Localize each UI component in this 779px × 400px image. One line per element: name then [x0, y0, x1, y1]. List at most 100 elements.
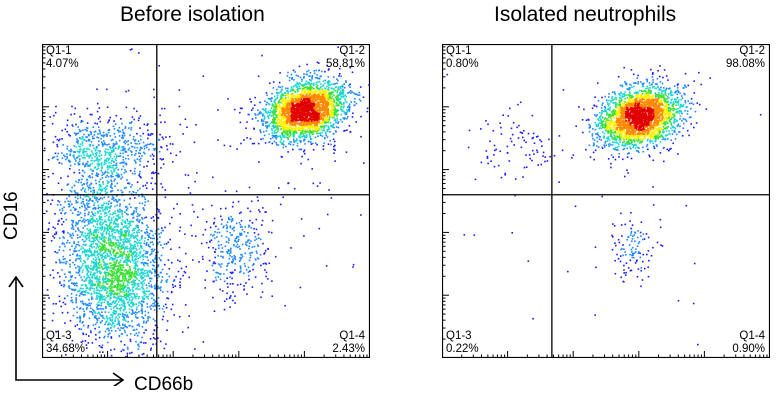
event-dot	[117, 281, 120, 284]
event-dot	[107, 148, 109, 151]
event-dot	[107, 131, 110, 134]
event-dot	[86, 127, 89, 129]
event-dot	[158, 241, 161, 243]
event-dot	[99, 132, 101, 135]
event-dot	[326, 85, 328, 88]
event-dot	[102, 315, 104, 317]
event-dot	[323, 121, 326, 124]
event-dot	[172, 280, 175, 282]
event-dot	[295, 140, 297, 142]
event-dot	[106, 88, 108, 91]
event-dot	[144, 314, 147, 317]
event-dot	[140, 236, 143, 239]
event-dot	[340, 94, 342, 96]
event-dot	[323, 142, 325, 145]
event-dot	[220, 266, 222, 268]
event-dot	[340, 92, 343, 95]
event-dot	[88, 250, 91, 253]
event-dot	[81, 250, 84, 253]
event-dot	[111, 292, 114, 295]
event-dot	[146, 275, 148, 277]
event-dot	[116, 273, 118, 275]
event-dot	[105, 157, 108, 160]
event-dot	[132, 286, 134, 288]
event-dot	[266, 94, 268, 97]
event-dot	[123, 241, 126, 243]
event-dot	[126, 179, 128, 181]
event-dot	[94, 317, 97, 319]
event-dot	[336, 90, 338, 92]
event-dot	[108, 286, 110, 288]
event-dot	[102, 240, 104, 242]
event-dot	[101, 237, 103, 239]
event-dot	[127, 271, 130, 274]
event-dot	[111, 286, 113, 289]
event-dot	[114, 123, 117, 126]
event-dot	[158, 275, 160, 278]
event-dot	[334, 106, 336, 109]
event-dot	[135, 262, 137, 265]
event-dot	[70, 300, 72, 302]
event-dot	[154, 338, 156, 340]
event-dot	[270, 115, 273, 117]
event-dot	[107, 323, 109, 326]
event-dot	[307, 82, 309, 84]
event-dot	[352, 112, 354, 115]
event-dot	[346, 109, 348, 111]
event-dot	[220, 243, 223, 246]
event-dot	[328, 87, 330, 89]
event-dot	[113, 244, 116, 246]
event-dot	[276, 116, 278, 119]
event-dot	[136, 293, 138, 295]
event-dot	[146, 231, 148, 233]
event-dot	[127, 222, 130, 225]
event-dot	[113, 301, 115, 304]
event-dot	[228, 239, 230, 241]
event-dot	[70, 209, 72, 212]
event-dot	[115, 172, 118, 174]
event-dot	[135, 208, 138, 211]
event-dot	[344, 94, 347, 96]
event-dot	[230, 250, 232, 252]
event-dot	[120, 232, 123, 234]
event-dot	[139, 252, 141, 255]
event-dot	[349, 86, 351, 88]
event-dot	[80, 284, 83, 287]
event-dot	[120, 209, 123, 212]
event-dot	[98, 140, 100, 142]
event-dot	[128, 241, 131, 243]
event-dot	[96, 152, 98, 154]
event-dot	[90, 215, 92, 217]
event-dot	[228, 218, 230, 221]
event-dot	[123, 313, 126, 316]
event-dot	[204, 287, 206, 289]
event-dot	[326, 130, 328, 133]
event-dot	[111, 187, 113, 189]
event-dot	[141, 296, 144, 299]
event-dot	[264, 142, 267, 144]
event-dot	[261, 291, 264, 293]
event-dot	[84, 236, 87, 239]
event-dot	[108, 329, 110, 332]
event-dot	[77, 162, 79, 164]
event-dot	[73, 171, 75, 174]
event-dot	[337, 87, 340, 89]
event-dot	[121, 303, 123, 306]
event-dot	[140, 138, 142, 141]
event-dot	[102, 296, 104, 298]
event-dot	[262, 262, 265, 265]
event-dot	[130, 247, 133, 250]
event-dot	[102, 280, 105, 282]
event-dot	[107, 265, 110, 268]
event-dot	[234, 237, 237, 240]
event-dot	[307, 69, 310, 72]
event-dot	[285, 90, 288, 92]
event-dot	[71, 282, 73, 284]
event-dot	[102, 261, 105, 263]
event-dot	[114, 296, 116, 299]
event-dot	[66, 241, 68, 244]
event-dot	[123, 329, 126, 332]
event-dot	[137, 226, 139, 229]
event-dot	[82, 227, 84, 229]
event-dot	[85, 126, 88, 129]
